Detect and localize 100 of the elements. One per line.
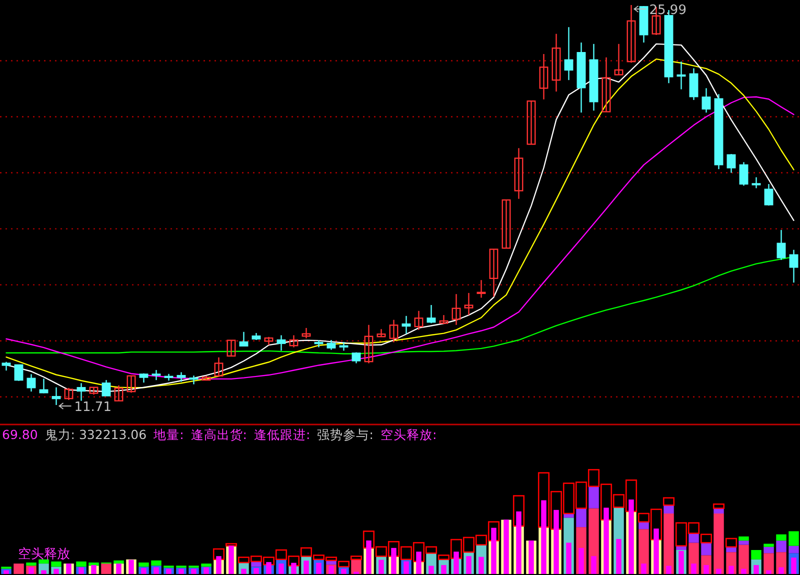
candlestick (752, 176, 761, 189)
text: 地量: (152, 427, 184, 442)
candlestick (152, 369, 161, 381)
candlestick (389, 319, 398, 343)
text: 空头释放: (380, 427, 437, 442)
candlestick (176, 372, 186, 382)
bar (701, 542, 712, 556)
bar (776, 540, 786, 552)
candlestick (302, 327, 311, 339)
annotation: 空头释放 (18, 547, 70, 562)
candlestick (426, 304, 436, 324)
bar (662, 497, 675, 506)
bar (666, 566, 672, 574)
bar (764, 544, 774, 547)
candlestick (726, 153, 736, 174)
candlestick (539, 53, 548, 100)
candlestick (326, 339, 336, 350)
bar (764, 553, 774, 574)
bar (591, 556, 596, 574)
bar (41, 570, 46, 574)
candlestick (289, 334, 298, 348)
candlestick (739, 162, 748, 186)
candlestick (364, 324, 374, 364)
bar (691, 564, 696, 574)
candlestick (226, 340, 236, 358)
candlestick (564, 26, 574, 81)
text: 鬼力: 332213.06 (44, 427, 147, 442)
candlestick (464, 292, 474, 316)
bar (714, 514, 724, 574)
bar (754, 565, 759, 574)
bar (338, 560, 350, 568)
bar (664, 514, 674, 574)
candlestick (52, 386, 61, 406)
candlestick (76, 382, 86, 402)
candlestick (414, 310, 424, 331)
candlestick (14, 364, 24, 382)
bar (14, 564, 24, 574)
candlestick (102, 379, 111, 396)
candlestick (764, 183, 774, 206)
bar (778, 567, 784, 574)
candlestick (114, 384, 124, 402)
bar (728, 566, 734, 574)
candlestick (376, 328, 386, 338)
candlestick (264, 336, 274, 346)
candlestick (489, 248, 498, 298)
candlestick (502, 199, 511, 249)
bar (788, 531, 799, 546)
bar (588, 486, 599, 508)
candlestick (514, 148, 524, 200)
bar (738, 540, 749, 545)
bar (54, 568, 59, 574)
bar (441, 565, 446, 574)
bar (225, 543, 238, 546)
bar (776, 534, 786, 541)
bar (716, 568, 722, 574)
candlestick (526, 100, 536, 145)
candlestick (339, 341, 348, 352)
bar (704, 565, 709, 574)
candlestick (626, 4, 636, 64)
bar (764, 546, 774, 554)
candlestick (126, 375, 136, 394)
bar (38, 559, 49, 564)
candlestick (476, 279, 486, 298)
candlestick (314, 339, 324, 348)
annotation: 11.71 (74, 400, 112, 415)
candlestick (789, 249, 798, 284)
text: 逢高出货: (190, 427, 248, 442)
bar (641, 564, 646, 574)
bar (241, 568, 246, 574)
candlestick (614, 43, 624, 76)
candlestick (64, 387, 74, 401)
bar (350, 556, 362, 560)
bar (428, 566, 434, 574)
candlestick (239, 331, 248, 346)
bar (738, 544, 749, 574)
bar (766, 570, 772, 574)
text: 逢低跟进: (254, 427, 310, 442)
bar (738, 536, 749, 541)
candlestick (602, 56, 611, 112)
bar (725, 538, 738, 548)
candlestick (26, 374, 36, 392)
bar (212, 548, 225, 560)
bar (638, 522, 649, 530)
bar (741, 568, 746, 574)
candlestick (552, 33, 561, 92)
bar (478, 556, 484, 574)
bar (576, 508, 586, 528)
candlestick (214, 356, 224, 378)
candlestick (39, 378, 48, 394)
bar (712, 503, 725, 509)
text: 69.80 (2, 427, 38, 442)
bar (101, 564, 112, 574)
bar (566, 542, 572, 574)
bar (616, 538, 622, 574)
bar (51, 561, 62, 567)
candlestick (676, 60, 686, 90)
candlestick (776, 229, 786, 260)
candlestick (189, 374, 198, 385)
bar (788, 546, 799, 554)
candlestick (452, 293, 461, 326)
